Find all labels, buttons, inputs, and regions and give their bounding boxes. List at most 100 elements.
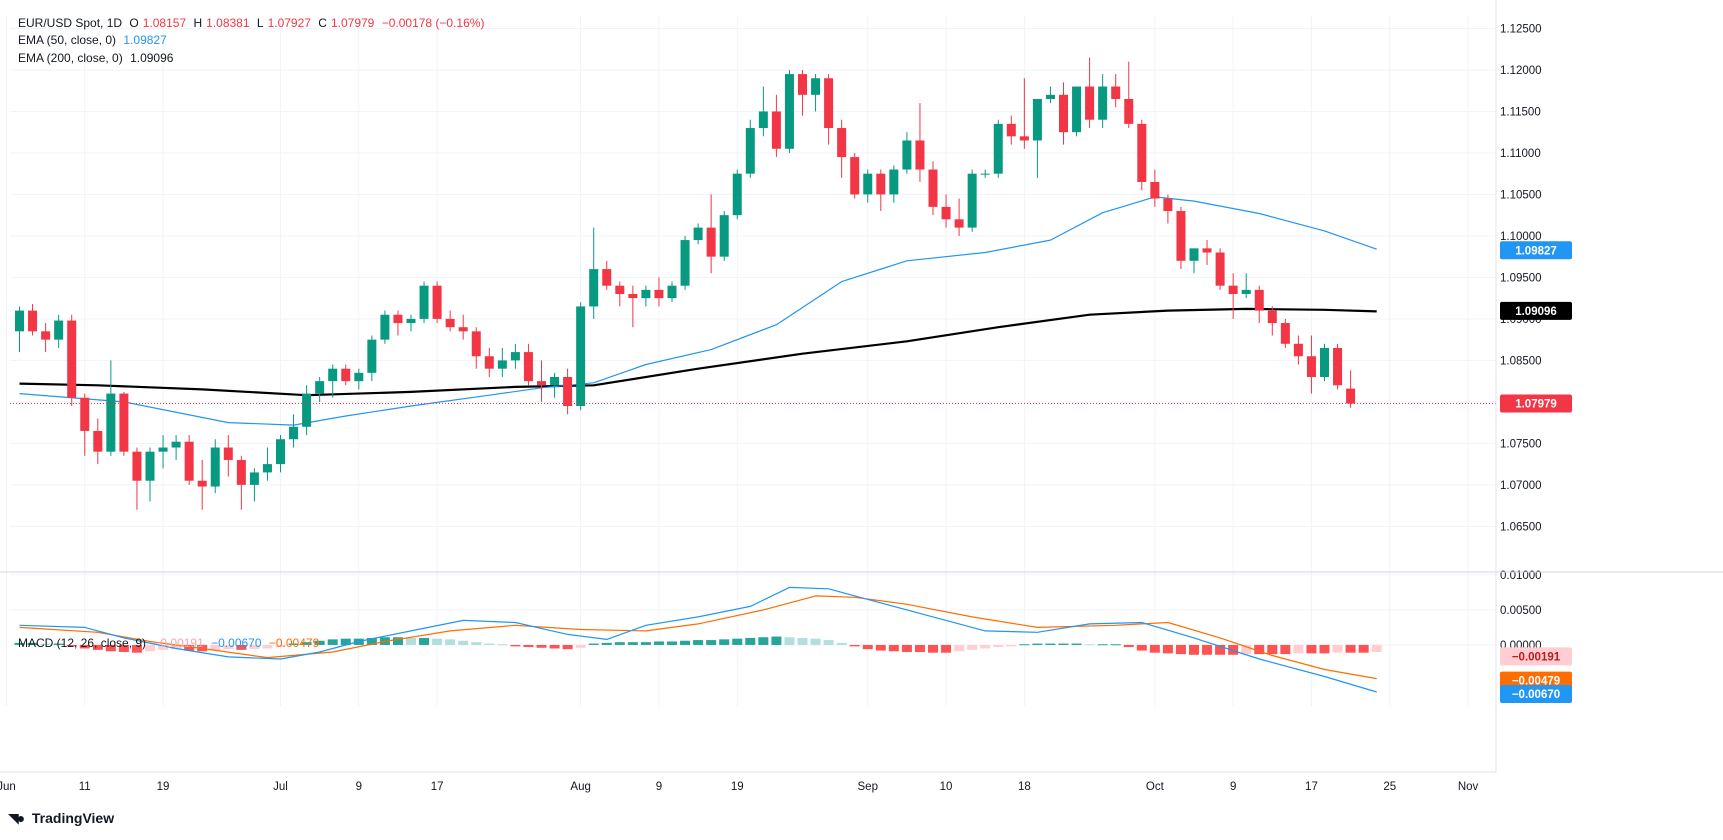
tradingview-logo-icon: ◥●: [8, 810, 25, 826]
ema200-legend[interactable]: EMA (200, close, 0) 1.09096: [18, 51, 177, 65]
y-tick-label: 1.08500: [1500, 355, 1542, 367]
ema50-price-badge-bg: [1500, 241, 1572, 260]
candle-down: [1215, 252, 1225, 286]
candle-down: [393, 314, 403, 324]
candle-up: [249, 472, 259, 485]
macd-histogram-bar: [810, 638, 821, 645]
candle-down: [654, 289, 664, 299]
candle-down: [1163, 198, 1173, 212]
x-tick-label: 25: [1383, 781, 1396, 793]
macd-histogram-bar: [1110, 644, 1121, 646]
x-tick-label: 17: [431, 781, 444, 793]
candle-down: [1202, 248, 1212, 253]
macd-histogram-bar: [223, 644, 234, 650]
macd-histogram-bar: [706, 640, 717, 645]
symbol-label[interactable]: EUR/USD Spot, 1D: [18, 16, 123, 30]
candle-down: [1124, 98, 1134, 124]
candle-down: [1176, 211, 1186, 261]
macd-histogram-bar: [1254, 644, 1265, 655]
macd-histogram-bar: [79, 644, 90, 649]
candle-down: [1280, 323, 1290, 344]
candle-up: [315, 381, 325, 394]
macd-legend[interactable]: MACD (12, 26, close, 9) −0.00191 −0.0067…: [18, 636, 323, 650]
macd-histogram-bar: [14, 642, 25, 645]
macd-histogram-bar: [901, 644, 912, 652]
candle-down: [119, 393, 129, 452]
x-tick-label: 9: [656, 781, 662, 793]
candle-down: [615, 285, 625, 294]
candle-up: [210, 447, 220, 487]
macd-histogram-bar: [732, 638, 743, 645]
macd-histogram-bar: [640, 642, 651, 645]
x-tick-label: Nov: [1458, 781, 1479, 793]
macd-histogram-bar: [601, 642, 612, 645]
candle-up: [354, 372, 364, 382]
macd-y-tick-label: 0.00500: [1500, 605, 1542, 617]
macd-histogram-bar: [1371, 644, 1382, 652]
macd-histogram-bar: [536, 644, 547, 648]
macd-histogram-bar: [1019, 644, 1030, 646]
macd-histogram-bar: [1241, 644, 1252, 655]
macd-histogram-bar: [497, 644, 508, 646]
macd-histogram-bar: [510, 644, 521, 647]
x-tick-label: 11: [79, 781, 91, 793]
candle-down: [1019, 136, 1029, 141]
candle-up: [302, 393, 312, 427]
macd-histogram-bar: [823, 640, 834, 645]
candle-up: [993, 123, 1003, 174]
candle-down: [445, 318, 455, 328]
macd-histogram-bar: [693, 640, 704, 645]
macd-histogram-bar: [392, 637, 403, 645]
macd-histogram-bar: [1306, 644, 1317, 654]
macd-signal-line: [19, 595, 1377, 680]
macd-histogram-bar: [745, 637, 756, 645]
candle-up: [576, 306, 586, 407]
macd-histogram-bar: [1215, 644, 1226, 655]
macd-histogram-bar: [458, 640, 469, 645]
macd-histogram-bar: [941, 644, 952, 653]
last-price-badge: 1.07979: [1500, 394, 1572, 413]
macd-histogram-bar: [118, 644, 129, 652]
candle-down: [1267, 310, 1277, 324]
close-label: C: [318, 16, 327, 30]
macd-label: MACD (12, 26, close, 9): [18, 636, 147, 650]
candle-up: [1098, 86, 1108, 120]
y-tick-label: 1.12500: [1500, 23, 1542, 35]
tradingview-logo-text: TradingView: [31, 810, 115, 826]
macd-histogram-bar: [680, 640, 691, 645]
candle-down: [223, 447, 233, 460]
candle-up: [693, 227, 703, 241]
candle-down: [1228, 285, 1238, 294]
candle-down: [915, 140, 925, 170]
macd-histogram-bar: [967, 644, 978, 650]
candle-up: [15, 310, 24, 332]
macd-histogram-bar: [993, 644, 1004, 648]
candle-down: [1346, 388, 1356, 404]
macd-histogram-bar: [1228, 644, 1239, 655]
candle-up: [1045, 94, 1055, 99]
candle-up: [1189, 248, 1199, 261]
low-value: 1.07927: [267, 16, 311, 30]
ema200-label: EMA (200, close, 0): [18, 51, 123, 65]
macd-histogram-bar: [627, 642, 638, 645]
macd-histogram-bar: [210, 644, 221, 651]
macd-histogram-bar: [875, 644, 886, 651]
macd-line: [19, 586, 1377, 693]
candle-up: [784, 74, 794, 149]
candles-layer: [15, 57, 1356, 510]
macd-histogram-bar: [1267, 644, 1278, 655]
y-tick-label: 1.07000: [1500, 480, 1542, 492]
macd-layer: [14, 586, 1382, 693]
macd-hist-badge-bg: [1500, 647, 1572, 666]
macd-histogram-bar: [105, 644, 116, 652]
ema50-legend[interactable]: EMA (50, close, 0) 1.09827: [18, 33, 171, 47]
x-tick-label: 18: [1018, 781, 1031, 793]
macd-histogram-bar: [836, 642, 847, 645]
ema200-price-badge-bg: [1500, 301, 1572, 320]
macd-histogram-bar: [184, 644, 195, 651]
macd-hist-badge: −0.00191: [1500, 647, 1572, 666]
tradingview-logo[interactable]: ◥● TradingView: [8, 810, 114, 827]
candle-up: [106, 393, 116, 452]
